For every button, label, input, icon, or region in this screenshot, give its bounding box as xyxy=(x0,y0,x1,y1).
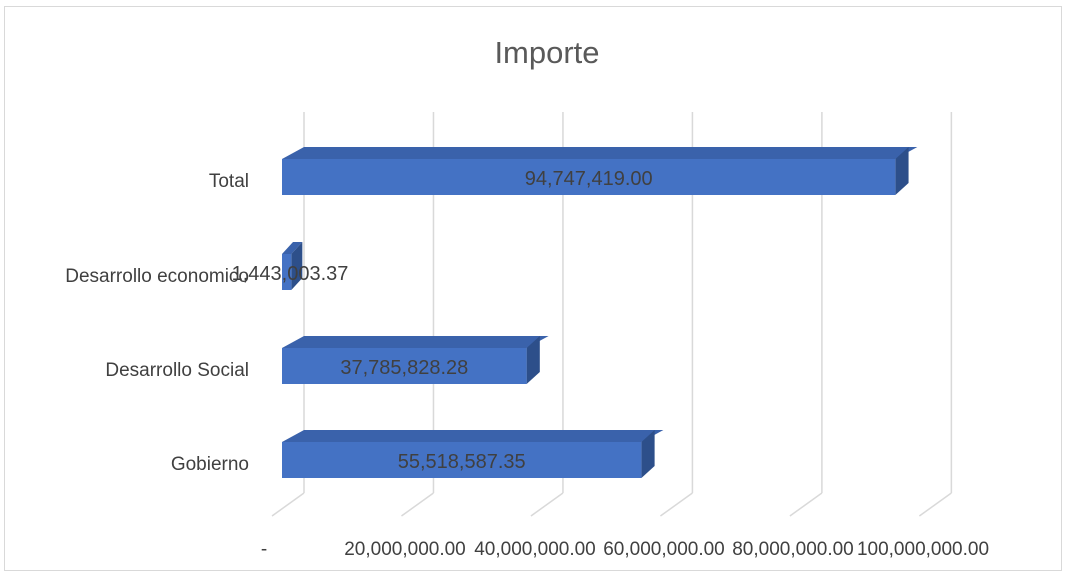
tick-label: 60,000,000.00 xyxy=(603,539,725,560)
data-label: 37,785,828.28 xyxy=(340,357,468,379)
gridline-floor xyxy=(401,492,434,517)
bar-total xyxy=(282,147,918,195)
data-label: 94,747,419.00 xyxy=(525,168,653,190)
bar-top-face xyxy=(282,336,549,348)
category-label: Gobierno xyxy=(171,454,249,475)
bar-front-face xyxy=(282,442,642,478)
bar-side-face xyxy=(291,242,303,290)
category-label: Total xyxy=(209,171,249,192)
category-label: Desarrollo Social xyxy=(105,360,249,381)
bar-top-face xyxy=(282,147,918,159)
category-labels: Gobierno Desarrollo Social Desarrollo econ… xyxy=(65,171,249,475)
bar-top-face xyxy=(282,430,664,442)
bar-gobierno xyxy=(282,430,664,478)
tick-label: - xyxy=(261,539,267,560)
gridline-floor xyxy=(271,492,305,517)
data-labels: 55,518,587.35 37,785,828.28 1,443,003.37 94… xyxy=(232,168,653,473)
x-axis-tick-labels: - 20,000,000.00 40,000,000.00 60,000,000.00… xyxy=(261,539,989,560)
gridline-floor xyxy=(789,492,823,517)
bar-front-face xyxy=(282,254,292,290)
gridline-floor xyxy=(659,492,693,517)
bar-side-face xyxy=(526,336,540,384)
data-label: 55,518,587.35 xyxy=(398,451,526,473)
tick-label: 20,000,000.00 xyxy=(344,539,466,560)
category-label: Desarrollo economico xyxy=(65,266,249,287)
tick-label: 40,000,000.00 xyxy=(474,539,596,560)
gridline-floor xyxy=(918,492,952,517)
tick-label: 80,000,000.00 xyxy=(732,539,854,560)
bar-front-face xyxy=(282,348,527,384)
gridline-floor xyxy=(530,492,564,517)
bars xyxy=(282,147,918,478)
bar-side-face xyxy=(641,430,655,478)
bar-top-face xyxy=(282,242,303,254)
bar-side-face xyxy=(895,147,909,195)
data-label: 1,443,003.37 xyxy=(232,263,349,285)
tick-label: 100,000,000.00 xyxy=(857,539,989,560)
chart-title: Importe xyxy=(494,35,599,70)
bar-desarrollo-social xyxy=(282,336,549,384)
bar-desarrollo-economico xyxy=(282,242,303,290)
bar-front-face xyxy=(282,159,896,195)
